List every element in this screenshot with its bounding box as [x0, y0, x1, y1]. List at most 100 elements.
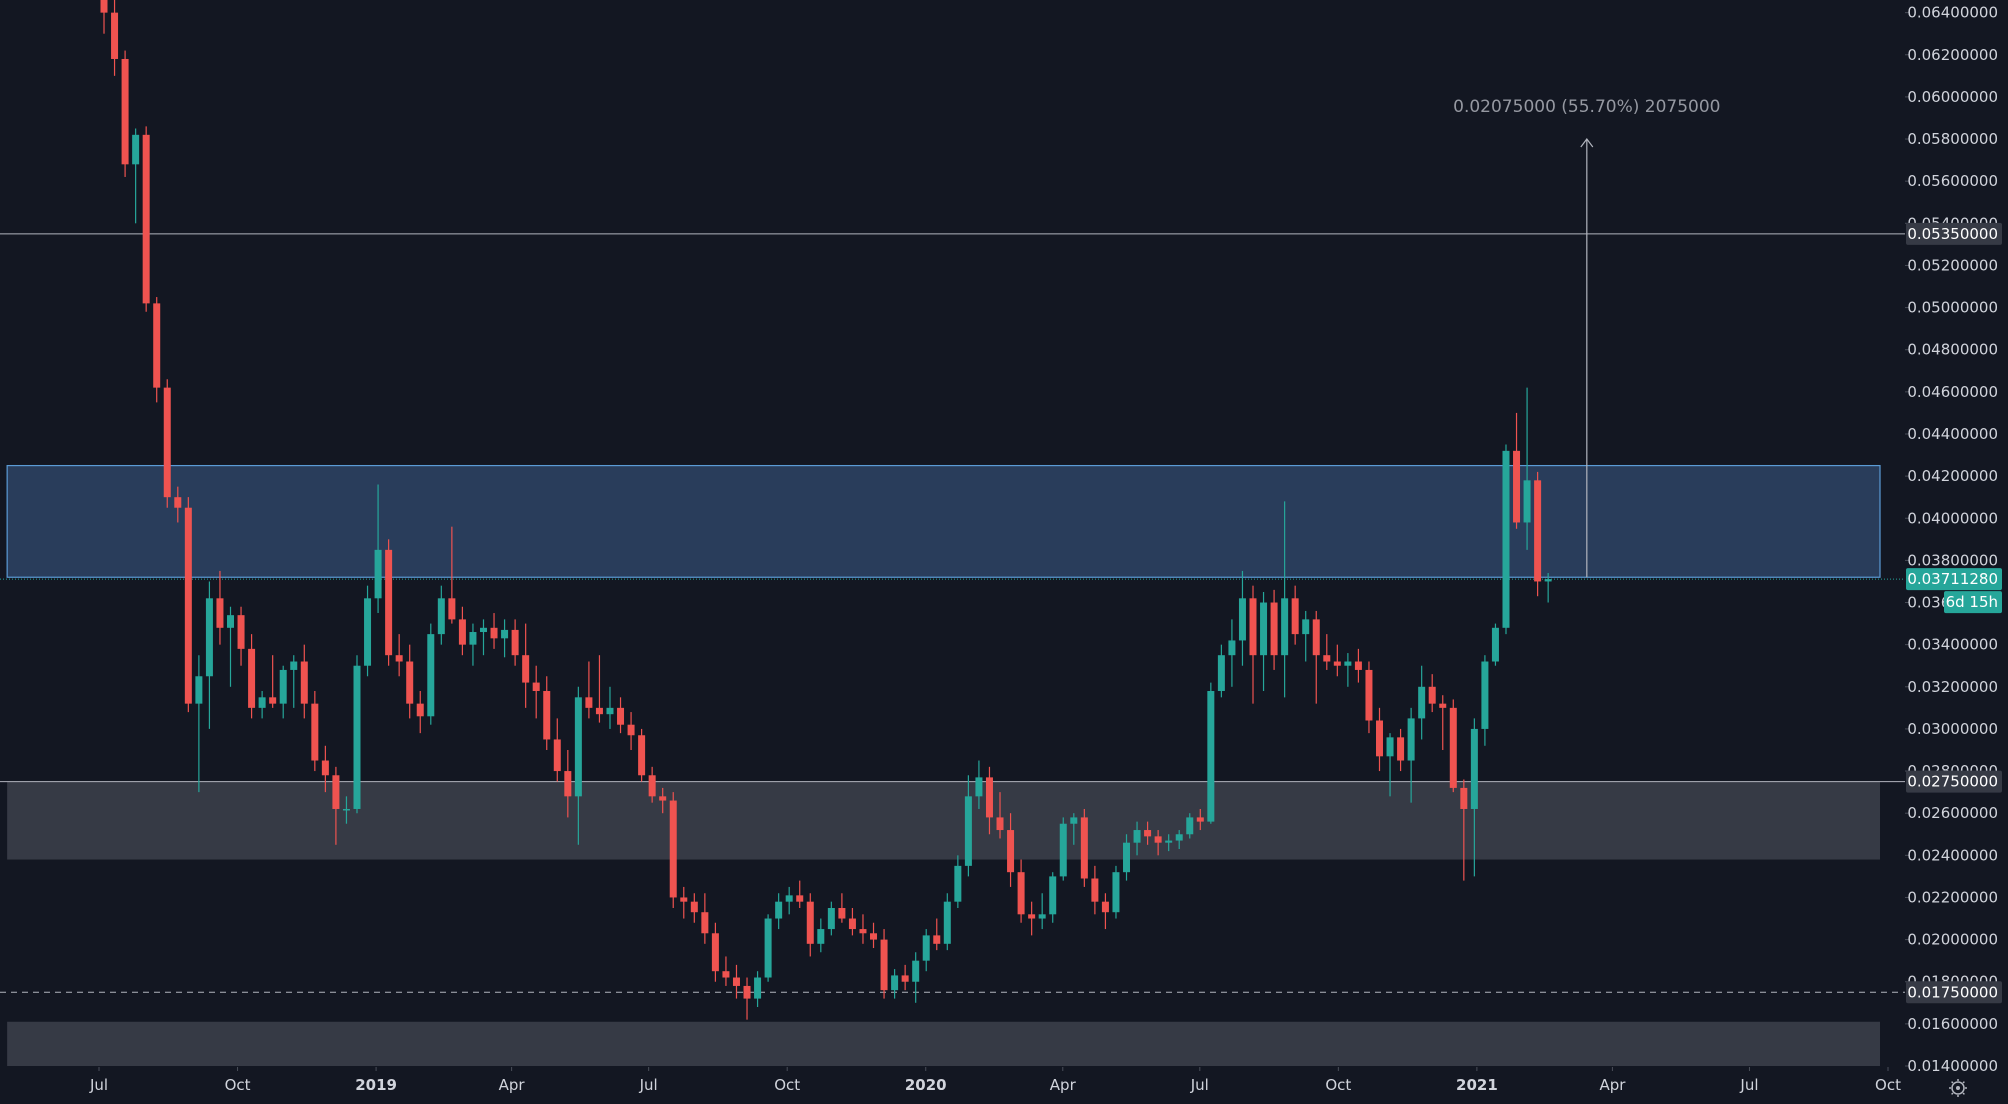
measure-arrowhead: [1580, 138, 1594, 148]
countdown-tag: 6d 15h: [1944, 591, 2002, 614]
candle-body: [269, 697, 277, 704]
candle-body: [1270, 602, 1278, 656]
candle: [353, 655, 361, 814]
candle: [184, 497, 192, 713]
current-price-tag: 0.03711280: [1906, 568, 2002, 591]
candle: [785, 886, 793, 915]
candle: [543, 676, 551, 750]
measure-tool: 0.02075000 (55.70%) 2075000: [1453, 97, 1721, 578]
candle-body: [975, 777, 983, 797]
candle-body: [775, 901, 783, 919]
candle: [216, 570, 224, 645]
candle-body: [1186, 817, 1194, 835]
candle: [1523, 387, 1531, 550]
candle: [553, 718, 561, 782]
candle: [1302, 610, 1310, 662]
candle: [922, 929, 930, 972]
settings-gear-icon[interactable]: [1949, 1079, 1967, 1097]
countdown-label: 6d 15h: [1946, 593, 1998, 611]
candle-body: [1260, 602, 1268, 656]
candle-body: [638, 735, 646, 776]
candle: [332, 766, 340, 845]
price-tag-label: 0.03711280: [1907, 570, 1998, 588]
price-axis: 0.06400000 0.06200000 0.06000000 0.05800000…: [1905, 4, 1998, 1075]
candle-body: [1291, 598, 1299, 635]
candle-body: [1028, 914, 1036, 919]
price-tag-box: [1906, 770, 2002, 793]
x-tick-label: Apr: [1050, 1076, 1077, 1094]
y-tick-label: 0.06000000: [1907, 88, 1998, 106]
candle: [574, 686, 582, 845]
candle-body: [732, 977, 740, 986]
candle-body: [174, 497, 182, 508]
candle-body: [1470, 728, 1478, 809]
candle-body: [448, 598, 456, 620]
candle: [1007, 813, 1015, 887]
candle-body: [385, 549, 393, 656]
measure-label: 0.02075000 (55.70%) 2075000: [1453, 97, 1720, 117]
x-tick-label: 2020: [905, 1076, 947, 1094]
candle: [975, 760, 983, 809]
y-tick-label: 0.02000000: [1907, 931, 1998, 949]
candle-body: [690, 901, 698, 913]
candle: [1513, 412, 1521, 529]
candle: [237, 606, 245, 666]
candle-body: [1439, 703, 1447, 708]
candle-body: [1196, 817, 1204, 822]
candle: [1260, 591, 1268, 692]
support-zone-mid: [7, 781, 1880, 860]
candle: [564, 749, 572, 818]
candle-body: [838, 907, 846, 919]
candle: [1186, 813, 1194, 839]
candle: [448, 526, 456, 624]
candle-body: [1144, 830, 1152, 837]
candle-body: [659, 796, 667, 801]
candle-body: [617, 707, 625, 725]
candle-body: [100, 0, 108, 13]
candle: [1386, 733, 1394, 797]
candle: [227, 606, 235, 687]
y-tick-label: 0.03800000: [1907, 551, 1998, 569]
candle: [669, 792, 677, 908]
candle-body: [912, 960, 920, 982]
y-tick-label: 0.05000000: [1907, 299, 1998, 317]
candle: [163, 379, 171, 508]
candle-body: [1418, 686, 1426, 719]
candle-body: [1523, 480, 1531, 523]
candle-body: [922, 935, 930, 961]
candle-body: [1049, 876, 1057, 915]
candle-body: [205, 598, 213, 677]
candle: [300, 644, 308, 719]
candle-body: [1080, 817, 1088, 879]
candle: [880, 929, 888, 999]
candle: [743, 977, 751, 1020]
candle-body: [754, 977, 762, 999]
candle: [522, 623, 530, 708]
candle-body: [680, 897, 688, 902]
candle-body: [1449, 707, 1457, 788]
price-tag-box: [1906, 981, 2002, 1004]
y-tick-label: 0.02600000: [1907, 804, 1998, 822]
candle-body: [1249, 598, 1257, 656]
x-tick-label: Jul: [89, 1076, 108, 1094]
candle-body: [701, 912, 709, 934]
x-tick-label: Oct: [1875, 1076, 1901, 1094]
candle: [1502, 444, 1510, 635]
candle-body: [469, 632, 477, 645]
candle-body: [669, 800, 677, 898]
y-tick-label: 0.03200000: [1907, 678, 1998, 696]
candle-body: [996, 817, 1004, 831]
candle: [848, 907, 856, 936]
candle-body: [364, 598, 372, 666]
candle-body: [332, 775, 340, 809]
candle-body: [574, 697, 582, 797]
candle: [195, 655, 203, 793]
candle: [901, 964, 909, 991]
candle: [1323, 634, 1331, 670]
candle-body: [1038, 914, 1046, 919]
candle: [490, 613, 498, 649]
candle-body: [796, 895, 804, 902]
candle-body: [564, 771, 572, 797]
candles-layer: [100, 0, 1552, 1020]
candle: [1534, 471, 1542, 597]
